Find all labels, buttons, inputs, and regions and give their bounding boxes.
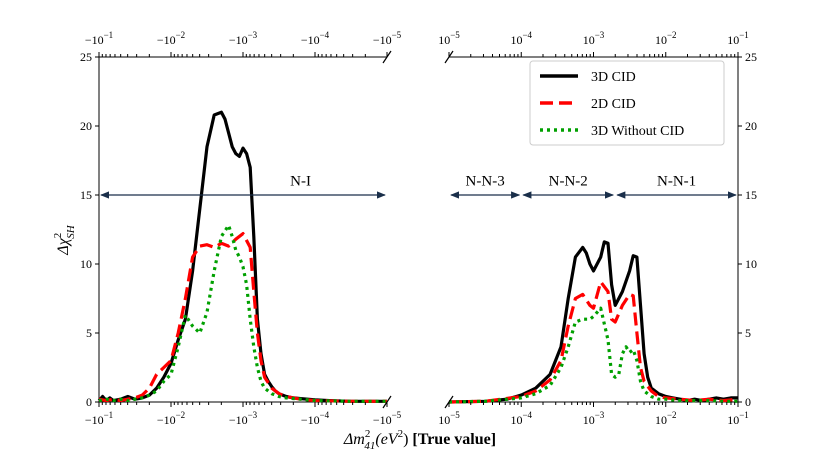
region-label: N-N-2 [549,173,588,189]
x-axis-label-sub: 41 [364,440,375,452]
legend-label-3d-cid: 3D CID [591,70,636,85]
series-3d-cid-left [97,110,387,403]
y-tick-label-left: 0 [86,395,92,409]
series-3d-cid-right [448,240,738,404]
y-tick-label-left: 20 [80,119,92,133]
x-tick-label-top: −10−4 [301,30,330,47]
x-axis-label-sup: 2 [365,428,371,440]
y-tick-label-right: 5 [745,326,751,340]
x-tick-label-bottom: −10−3 [229,410,258,427]
series-2d-cid-left [98,232,387,403]
annotations: N-I N-N-3 N-N-2 N-N-1 [100,173,737,199]
y-tick-label-right: 25 [745,50,757,64]
x-tick-label-bottom: 10−2 [655,410,677,427]
axis-break-mark [382,50,392,64]
x-tick-label-bottom: −10−1 [85,410,113,427]
y-axis-label-main: Δχ [55,237,72,255]
left-y-axis: 0 5 10 15 20 25 [80,50,99,409]
y-axis-label-sub: SH [65,224,77,239]
region-label: N-N-3 [466,173,505,189]
x-tick-label-top: 10−5 [438,30,460,47]
x-axis-label-unit-open: (eV [375,431,399,448]
axis-break-mark [382,395,392,409]
x-axes: −10−1 −10−1 −10−2 −10−2 −10−3 −10−3 −10−4 −10−4… [85,30,749,427]
x-axis-label-bold: [True value] [412,431,496,448]
y-tick-label-left: 5 [86,326,92,340]
x-tick-label-top: −10−2 [157,30,185,47]
x-axis-label-main: Δm [343,431,365,448]
series-3d-without-cid-left [98,223,387,403]
series-2d-cid-right [448,280,739,404]
y-tick-label-right: 15 [745,188,757,202]
legend-label-2d-cid: 2D CID [591,97,636,112]
y-tick-label-right: 10 [745,257,757,271]
x-tick-label-bottom: 10−5 [438,410,460,427]
axis-break-mark [444,50,454,64]
x-axis-label-unit-close: ) [403,431,408,448]
axis-breaks [382,50,454,409]
panel-left [98,56,387,403]
x-tick-label-bottom: 10−4 [510,410,532,427]
x-tick-label-top: −10−1 [85,30,113,47]
y-tick-label-right: 20 [745,119,757,133]
y-axis-label: Δχ2SH [52,224,77,255]
region-label: N-N-1 [657,173,696,189]
x-tick-label-top: 10−2 [655,30,677,47]
curves [97,110,739,404]
x-tick-label-top: 10−3 [583,30,605,47]
y-tick-label-right: 0 [745,395,751,409]
x-tick-label-bottom: −10−5 [373,410,402,427]
x-tick-label-bottom: −10−2 [157,410,185,427]
axis-break-mark [444,395,454,409]
series-3d-without-cid-right [448,306,738,404]
y-tick-label-left: 10 [80,257,92,271]
legend-box [529,60,725,146]
right-y-axis: 0 5 10 15 20 25 [738,50,757,409]
x-tick-label-bottom: 10−1 [727,410,749,427]
y-axis-label-sup: 2 [52,233,64,239]
y-tick-label-left: 25 [80,50,92,64]
x-tick-label-top: 10−1 [727,30,749,47]
y-tick-label-left: 15 [80,188,92,202]
x-axis-label-unit-sup: 2 [398,428,404,440]
x-tick-label-bottom: −10−4 [301,410,330,427]
x-tick-label-bottom: 10−3 [583,410,605,427]
legend-label-3d-without-cid: 3D Without CID [591,124,684,139]
region-label: N-I [290,173,311,189]
legend: 3D CID 2D CID 3D Without CID [529,60,725,146]
x-axis-label: Δm2 41(eV2) [True value] [343,428,496,452]
x-tick-label-top: −10−3 [229,30,258,47]
x-tick-label-top: 10−4 [510,30,532,47]
x-tick-label-top: −10−5 [373,30,402,47]
